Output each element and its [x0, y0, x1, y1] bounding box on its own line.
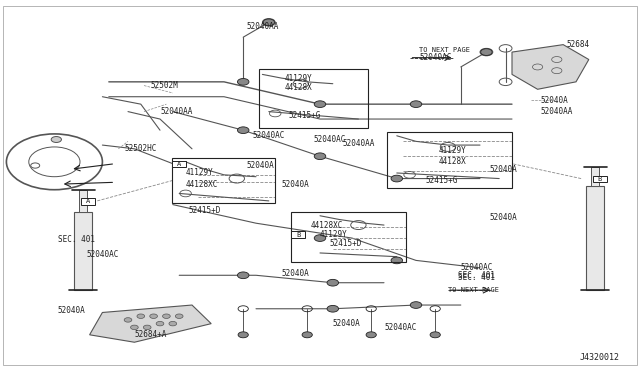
Text: SEC. 401: SEC. 401: [58, 235, 95, 244]
Text: A: A: [177, 161, 180, 167]
Circle shape: [314, 235, 326, 241]
Text: 52040A: 52040A: [490, 165, 517, 174]
Text: 52415+G: 52415+G: [288, 111, 321, 120]
Text: 52040AC: 52040AC: [461, 263, 493, 272]
Bar: [387, 132, 512, 188]
Text: B: B: [598, 176, 602, 182]
Text: 44128XC: 44128XC: [186, 180, 218, 189]
Circle shape: [430, 332, 440, 338]
Circle shape: [327, 279, 339, 286]
Text: 44128X: 44128X: [285, 83, 312, 92]
Circle shape: [314, 153, 326, 160]
Circle shape: [163, 314, 170, 318]
Text: 52040A: 52040A: [541, 96, 568, 105]
Text: 52415+D: 52415+D: [330, 239, 362, 248]
Bar: [259, 69, 368, 128]
Circle shape: [410, 101, 422, 108]
Circle shape: [51, 137, 61, 142]
Circle shape: [150, 314, 157, 318]
Text: B: B: [296, 232, 300, 238]
Text: 44128XC: 44128XC: [310, 221, 343, 230]
Bar: [291, 212, 406, 262]
Text: 52040A: 52040A: [490, 213, 517, 222]
Text: 41129Y: 41129Y: [285, 74, 312, 83]
Circle shape: [391, 257, 403, 264]
Text: 52040AC: 52040AC: [253, 131, 285, 140]
Circle shape: [156, 321, 164, 326]
Text: 44128X: 44128X: [438, 157, 466, 166]
Circle shape: [302, 332, 312, 338]
Circle shape: [124, 318, 132, 322]
Bar: [172, 158, 275, 203]
Circle shape: [366, 332, 376, 338]
Text: 52040AC: 52040AC: [86, 250, 119, 259]
Bar: [593, 176, 607, 182]
Text: SEC. 401: SEC. 401: [458, 273, 495, 282]
Text: 52502HC: 52502HC: [125, 144, 157, 153]
Polygon shape: [90, 305, 211, 342]
Bar: [591, 167, 599, 186]
Polygon shape: [512, 45, 589, 89]
Circle shape: [137, 314, 145, 318]
Text: 52040AC: 52040AC: [419, 53, 452, 62]
Circle shape: [143, 325, 151, 330]
Circle shape: [169, 321, 177, 326]
Text: J4320012: J4320012: [579, 353, 620, 362]
Circle shape: [237, 78, 249, 85]
Text: SEC. 401: SEC. 401: [458, 271, 495, 280]
Text: 41129Y: 41129Y: [320, 230, 348, 239]
Text: A: A: [86, 198, 90, 203]
Bar: [81, 198, 95, 205]
Text: 41129Y: 41129Y: [438, 146, 466, 155]
Circle shape: [327, 305, 339, 312]
Circle shape: [237, 127, 249, 134]
Circle shape: [131, 325, 138, 330]
Text: 52040AA: 52040AA: [246, 22, 279, 31]
Text: 52684: 52684: [566, 40, 589, 49]
Circle shape: [175, 314, 183, 318]
Text: 52684+A: 52684+A: [134, 330, 167, 339]
Text: 52040AA: 52040AA: [342, 139, 375, 148]
Text: 52040AA: 52040AA: [541, 107, 573, 116]
Bar: [74, 212, 92, 290]
Circle shape: [263, 19, 275, 26]
Text: 52040A: 52040A: [282, 180, 309, 189]
Text: 52502M: 52502M: [150, 81, 178, 90]
Text: 52415+G: 52415+G: [426, 176, 458, 185]
Circle shape: [314, 101, 326, 108]
Bar: [586, 186, 604, 290]
Bar: [172, 161, 186, 167]
Circle shape: [237, 272, 249, 279]
Circle shape: [391, 175, 403, 182]
Text: 52040A: 52040A: [333, 319, 360, 328]
Text: 52040AC: 52040AC: [384, 323, 417, 332]
Text: TO NEXT PAGE: TO NEXT PAGE: [448, 287, 499, 293]
Text: 41129Y: 41129Y: [186, 169, 213, 177]
Text: 52040A: 52040A: [282, 269, 309, 278]
Text: 52415+D: 52415+D: [189, 206, 221, 215]
Circle shape: [481, 49, 492, 55]
Bar: [79, 190, 87, 212]
Bar: [291, 231, 305, 238]
Text: 52040A: 52040A: [246, 161, 274, 170]
Text: 52040AC: 52040AC: [314, 135, 346, 144]
Text: 52040AA: 52040AA: [160, 107, 193, 116]
Text: 52040A: 52040A: [58, 306, 85, 315]
Circle shape: [410, 302, 422, 308]
Circle shape: [238, 332, 248, 338]
Text: TO NEXT PAGE: TO NEXT PAGE: [419, 47, 470, 53]
